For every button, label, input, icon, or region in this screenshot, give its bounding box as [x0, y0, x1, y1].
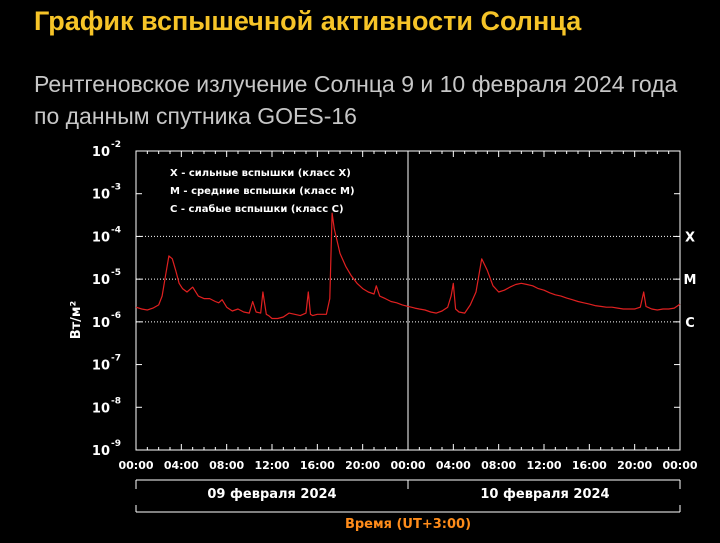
- x-tick-label: 08:00: [481, 459, 516, 472]
- x-tick-label: 08:00: [209, 459, 244, 472]
- y-tick-exponent: -9: [111, 439, 121, 449]
- y-tick-exponent: -3: [111, 183, 121, 193]
- y-tick-exponent: -4: [111, 225, 121, 235]
- x-axis-label: Время (UT+3:00): [345, 517, 471, 532]
- y-tick-exponent: -7: [111, 354, 121, 364]
- class-level-label: M: [684, 273, 697, 288]
- legend-item-c: C - слабые вспышки (класс C): [170, 203, 344, 215]
- x-tick-label: 04:00: [164, 459, 199, 472]
- x-tick-label: 12:00: [254, 459, 289, 472]
- day-label-1: 09 февраля 2024: [207, 487, 336, 502]
- x-tick-label: 00:00: [390, 459, 425, 472]
- y-tick-exponent: -6: [111, 311, 121, 321]
- y-tick-label: 10: [92, 230, 110, 245]
- y-tick-label: 10: [92, 273, 110, 288]
- legend-item-x: X - сильные вспышки (класс X): [170, 168, 351, 179]
- y-axis-label: Вт/м²: [69, 301, 84, 340]
- y-tick-exponent: -5: [111, 268, 121, 278]
- x-tick-label: 04:00: [436, 459, 471, 472]
- y-tick-label: 10: [92, 401, 110, 416]
- x-tick-label: 20:00: [617, 459, 652, 472]
- y-tick-label: 10: [92, 359, 110, 374]
- x-tick-label: 12:00: [526, 459, 561, 472]
- class-level-label: C: [685, 316, 695, 331]
- x-tick-label: 00:00: [118, 459, 153, 472]
- day-label-2: 10 февраля 2024: [480, 487, 609, 502]
- y-tick-label: 10: [92, 444, 110, 459]
- page-title: График вспышечной активности Солнца: [34, 6, 582, 36]
- x-tick-label: 00:00: [662, 459, 697, 472]
- y-tick-exponent: -2: [111, 140, 121, 150]
- x-tick-label: 20:00: [345, 459, 380, 472]
- xray-flux-line: [135, 212, 681, 320]
- y-tick-exponent: -8: [111, 396, 121, 406]
- y-tick-label: 10: [92, 145, 110, 160]
- class-level-label: X: [685, 230, 695, 245]
- legend-item-m: M - средние вспышки (класс M): [170, 186, 355, 197]
- y-tick-label: 10: [92, 316, 110, 331]
- x-tick-label: 16:00: [300, 459, 335, 472]
- y-tick-label: 10: [92, 188, 110, 203]
- page-subtitle: Рентгеновское излучение Солнца 9 и 10 фе…: [34, 71, 678, 129]
- x-tick-label: 16:00: [572, 459, 607, 472]
